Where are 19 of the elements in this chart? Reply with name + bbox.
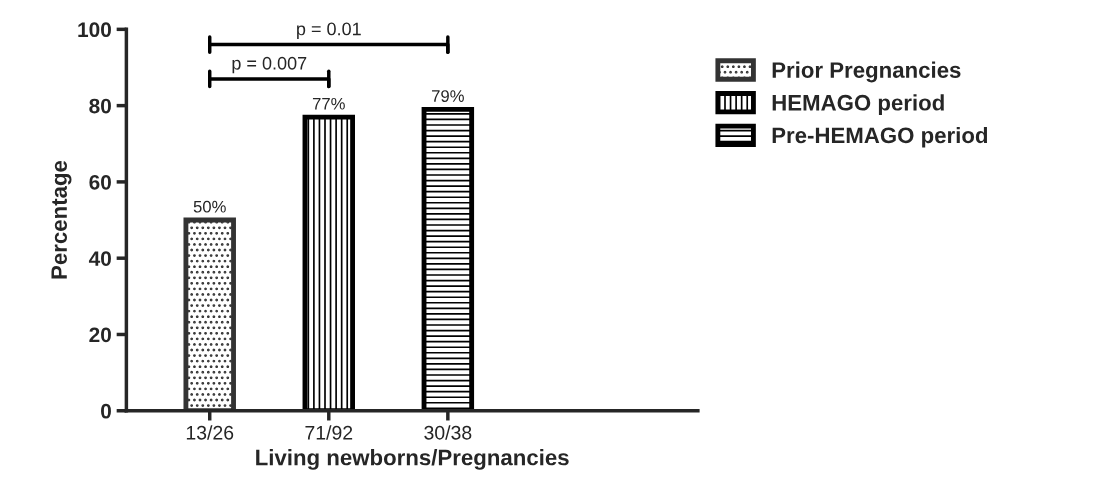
y-tick-label: 0 — [101, 403, 111, 419]
y-tick-label: 40 — [88, 251, 111, 266]
x-tick-label: 13/26 — [186, 425, 234, 440]
y-axis-title: Percentage — [51, 160, 72, 279]
data-label: 50% — [193, 200, 226, 213]
annotation: p = 0.007 — [232, 56, 307, 74]
y-tick-label: 100 — [78, 22, 111, 38]
x-tick-label: 30/38 — [424, 425, 472, 440]
annotation: p = 0.01 — [297, 22, 361, 39]
data-label: 79% — [432, 90, 464, 102]
legend-label: Pre-HEMAGO period — [772, 126, 988, 148]
legend-label: Prior Pregnancies — [772, 61, 961, 83]
y-tick-label: 60 — [89, 174, 111, 190]
data-label: 77% — [312, 97, 345, 110]
y-tick-label: 20 — [89, 327, 111, 343]
x-tick-label: 71/92 — [305, 425, 353, 440]
legend-label: HEMAGO period — [772, 94, 944, 115]
y-tick-label: 80 — [89, 98, 111, 114]
x-axis-title: Living newborns/Pregnancies — [256, 449, 569, 470]
